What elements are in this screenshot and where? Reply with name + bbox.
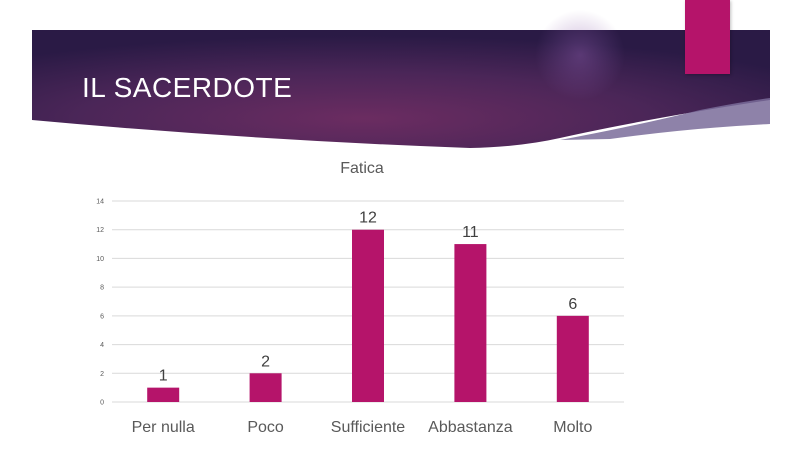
x-axis-labels: Per nulla Poco Sufficiente Abbastanza Molto bbox=[132, 419, 593, 436]
x-tick-label: Abbastanza bbox=[428, 419, 513, 436]
y-tick-label: 12 bbox=[96, 227, 104, 234]
chart-bars bbox=[147, 229, 589, 402]
y-tick-label: 0 bbox=[100, 400, 104, 407]
slide-title: IL SACERDOTE bbox=[82, 72, 293, 103]
bar bbox=[249, 373, 282, 402]
y-tick-label: 14 bbox=[96, 199, 104, 206]
data-label: 2 bbox=[261, 353, 270, 370]
x-tick-label: Poco bbox=[247, 419, 284, 436]
data-label: 1 bbox=[159, 368, 168, 385]
bar bbox=[556, 315, 589, 402]
bar bbox=[454, 244, 487, 402]
data-label: 11 bbox=[462, 224, 479, 241]
bar bbox=[352, 229, 384, 402]
x-tick-label: Molto bbox=[553, 419, 592, 436]
y-axis-ticks: 0 2 4 6 8 10 12 14 bbox=[96, 199, 104, 407]
title-banner bbox=[32, 10, 770, 148]
x-tick-label: Sufficiente bbox=[331, 419, 406, 436]
y-tick-label: 4 bbox=[100, 342, 104, 349]
y-tick-label: 2 bbox=[100, 371, 104, 378]
data-label: 6 bbox=[568, 296, 577, 313]
x-tick-label: Per nulla bbox=[132, 419, 195, 436]
accent-tab bbox=[685, 0, 730, 74]
y-tick-label: 8 bbox=[100, 285, 104, 292]
y-tick-label: 6 bbox=[100, 313, 104, 320]
bar bbox=[147, 387, 180, 402]
chart-title: Fatica bbox=[340, 160, 384, 177]
data-label: 12 bbox=[359, 210, 377, 227]
y-tick-label: 10 bbox=[96, 256, 104, 263]
